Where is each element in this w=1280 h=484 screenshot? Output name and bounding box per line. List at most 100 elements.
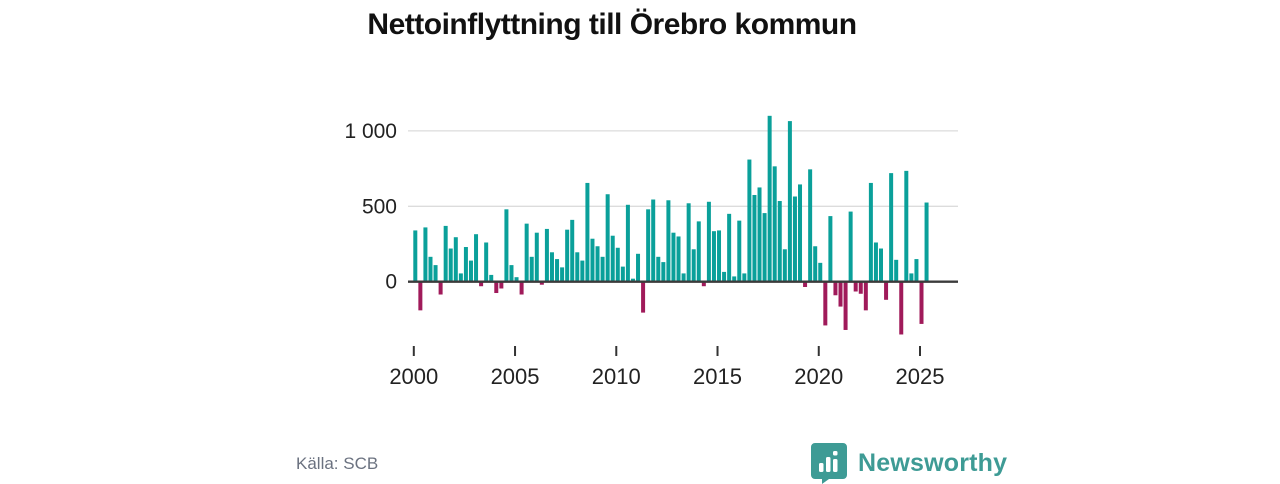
bar — [813, 246, 818, 282]
bar — [484, 242, 489, 282]
bar — [494, 281, 499, 294]
bar — [549, 252, 554, 282]
bar — [534, 232, 539, 282]
bar — [646, 209, 651, 282]
bar — [615, 247, 620, 282]
bar — [555, 259, 560, 282]
bar — [772, 166, 777, 282]
bar — [818, 262, 823, 282]
x-tick-label: 2000 — [389, 364, 438, 389]
x-tick-label: 2010 — [592, 364, 641, 389]
bar — [858, 281, 863, 294]
bar — [636, 253, 641, 282]
bar — [879, 248, 883, 282]
bar — [838, 281, 843, 307]
bar — [676, 236, 681, 282]
bar — [757, 187, 762, 282]
bar — [752, 194, 757, 282]
bar — [919, 281, 924, 324]
bar — [600, 256, 605, 282]
bar — [463, 247, 468, 282]
bar — [787, 121, 792, 282]
bar — [722, 271, 727, 282]
chart-title: Nettoinflyttning till Örebro kommun — [367, 8, 857, 41]
bar — [625, 204, 630, 282]
bar — [701, 281, 706, 287]
bar — [479, 281, 484, 287]
bar — [661, 262, 666, 282]
y-tick-label: 1 000 — [344, 120, 397, 143]
bar — [808, 169, 813, 282]
bar — [524, 223, 529, 282]
bar — [717, 230, 722, 282]
bar — [504, 209, 509, 282]
bar — [798, 184, 803, 282]
bar — [560, 267, 565, 282]
newsworthy-logo-icon — [811, 443, 847, 484]
bar — [448, 248, 453, 282]
bar — [899, 281, 904, 335]
bar — [590, 238, 595, 282]
bar — [433, 265, 438, 282]
bar — [443, 225, 448, 282]
bar — [489, 274, 494, 282]
bar — [519, 281, 524, 295]
y-tick-label: 500 — [362, 195, 397, 218]
bar — [853, 281, 858, 292]
bar — [610, 235, 615, 282]
bar — [833, 281, 838, 296]
bar — [873, 242, 878, 282]
bar — [924, 202, 929, 282]
bar — [544, 228, 549, 282]
bar — [863, 281, 868, 311]
bar — [428, 256, 433, 282]
bar — [823, 281, 828, 326]
newsworthy-logo-text: Newsworthy — [858, 448, 1008, 477]
newsworthy-logo: Newsworthy — [810, 442, 1007, 484]
bar — [630, 278, 635, 282]
bar — [458, 273, 463, 282]
bar — [909, 273, 914, 282]
bar — [696, 221, 701, 282]
x-axis: 2000 2005 2010 2015 2020 2025 — [389, 346, 944, 389]
bar — [539, 281, 544, 285]
bar — [914, 259, 919, 282]
bar — [889, 173, 894, 282]
bar — [570, 219, 575, 282]
bar — [438, 281, 443, 295]
bar — [651, 199, 656, 282]
bar — [747, 159, 752, 282]
bar — [453, 237, 458, 282]
bar — [499, 281, 504, 289]
bar — [727, 213, 732, 282]
bar — [711, 231, 716, 282]
x-tick-label: 2020 — [794, 364, 843, 389]
bar — [894, 259, 899, 282]
bar — [514, 277, 519, 282]
bar — [742, 273, 747, 282]
bar — [575, 252, 580, 282]
bar — [671, 232, 676, 282]
net-migration-bar-chart: 0 500 1 000 2000 2005 2010 2015 2020 2025 — [344, 115, 958, 389]
bar — [565, 229, 570, 282]
bar — [868, 182, 873, 282]
bar — [423, 227, 428, 282]
bar — [468, 260, 473, 282]
bar — [666, 200, 671, 282]
bar — [641, 281, 646, 313]
gridlines — [408, 130, 958, 207]
x-tick-label: 2015 — [693, 364, 742, 389]
x-tick-label: 2025 — [896, 364, 945, 389]
bar — [691, 249, 696, 282]
bar — [706, 201, 711, 282]
bars-group — [413, 115, 929, 335]
bar — [803, 281, 808, 287]
source-label: Källa: SCB — [296, 454, 379, 473]
bar — [777, 201, 782, 282]
bar — [529, 256, 534, 282]
bar — [843, 281, 848, 330]
bar — [681, 273, 686, 282]
y-axis-labels: 0 500 1 000 — [344, 120, 397, 294]
bar — [767, 115, 772, 282]
bar — [792, 196, 797, 282]
